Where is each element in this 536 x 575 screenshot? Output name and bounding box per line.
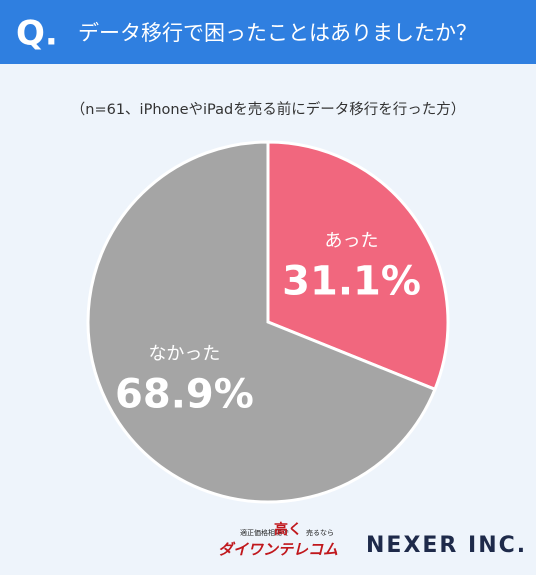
question-mark: Q. xyxy=(16,14,58,54)
header-bar xyxy=(0,0,536,64)
logo-text: 売るなら xyxy=(306,528,334,537)
slice-label: なかった xyxy=(148,343,220,364)
pie-slice xyxy=(266,140,450,392)
logo-text: ダイワンテレコム xyxy=(218,541,338,559)
pie-slice xyxy=(86,140,437,504)
value-label: 68.9% xyxy=(115,371,254,417)
chart-title: データ移行で困ったことはありましたか？ xyxy=(78,21,477,45)
logo-text: NEXER INC. xyxy=(366,533,527,558)
value-label: 31.1% xyxy=(282,259,421,305)
logo-text: 高く xyxy=(274,521,302,538)
logo-text: 適正価格相場で xyxy=(240,528,289,537)
pie: あった 31.1% なかった 68.9% xyxy=(86,140,450,504)
chart-subtitle: （n=61、iPhoneやiPadを売る前にデータ移行を行った方） xyxy=(71,100,465,118)
slice-label: あった xyxy=(325,231,379,252)
